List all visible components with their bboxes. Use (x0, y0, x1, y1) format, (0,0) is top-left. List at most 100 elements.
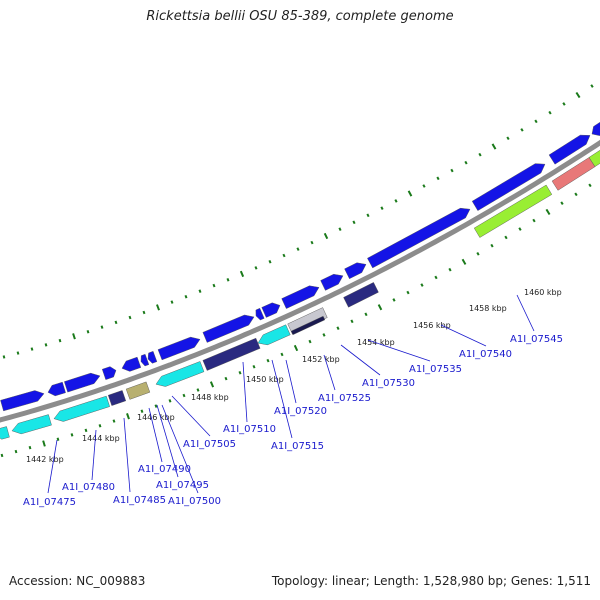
forward-cds-arrow (471, 163, 546, 211)
forward-cds-arrow (344, 262, 367, 279)
outer-tick (142, 310, 146, 315)
inner-tick (336, 326, 340, 330)
inner-tick (461, 258, 467, 265)
inner-tick (0, 453, 4, 458)
outer-tick (352, 220, 356, 225)
inner-tick (70, 433, 74, 437)
outer-tick (464, 160, 468, 165)
forward-cds-arrow (0, 390, 45, 412)
outer-tick (478, 152, 482, 157)
outer-tick (198, 289, 202, 293)
gene-locus-label[interactable]: A1I_07545 (510, 334, 563, 345)
gene-locus-label[interactable]: A1I_07515 (271, 441, 324, 452)
outer-tick (72, 333, 76, 340)
outer-tick (491, 143, 497, 150)
kbp-scale-label: 1458 kbp (469, 304, 507, 313)
forward-strand-track (0, 120, 600, 412)
inner-tick (42, 440, 46, 447)
gene-label-leader (323, 354, 336, 391)
inner-tick (14, 449, 18, 454)
outer-tick (44, 343, 48, 347)
gene-locus-label[interactable]: A1I_07500 (168, 496, 221, 507)
gene-label-leader (271, 359, 293, 439)
forward-cds-arrow (367, 207, 471, 269)
gene-locus-label[interactable]: A1I_07525 (318, 393, 371, 404)
inner-tick (350, 319, 354, 324)
outer-tick (170, 300, 174, 304)
kbp-scale-label: 1446 kbp (137, 413, 175, 422)
outer-tick (268, 259, 272, 264)
inner-tick (322, 333, 326, 337)
inner-tick (406, 290, 410, 295)
gene-label-leader (285, 359, 297, 404)
gene-locus-label[interactable]: A1I_07535 (409, 364, 462, 375)
forward-cds-arrow (64, 372, 101, 393)
reverse-strand-track (0, 148, 600, 440)
forward-cds-arrow (157, 336, 201, 361)
outer-tick (366, 213, 370, 218)
outer-tick (520, 128, 524, 132)
outer-tick (422, 184, 426, 188)
outer-tick (16, 351, 20, 355)
backbone-line (0, 139, 600, 423)
inner-tick (574, 192, 578, 197)
inner-tick (196, 388, 200, 392)
gene-locus-label[interactable]: A1I_07490 (138, 464, 191, 475)
gene-label-leader (148, 407, 163, 463)
gene-locus-label[interactable]: A1I_07530 (362, 378, 415, 389)
reverse-cds-box (155, 361, 205, 387)
forward-cds-arrow (548, 134, 591, 165)
outer-tick (58, 338, 62, 343)
kbp-scale-label: 1452 kbp (302, 355, 340, 364)
inner-tick (532, 218, 536, 223)
gene-label-leader (47, 439, 58, 494)
inner-tick (518, 227, 522, 231)
reverse-cds-box (257, 324, 291, 346)
inner-tick (238, 370, 242, 375)
reverse-cds-band (290, 315, 326, 336)
gene-label-leader (340, 344, 381, 376)
inner-tick (140, 409, 144, 413)
inner-tick (98, 424, 102, 428)
genome-summary-text: Topology: linear; Length: 1,528,980 bp; … (271, 574, 591, 588)
gene-locus-label[interactable]: A1I_07540 (459, 349, 512, 360)
forward-cds-arrow (261, 302, 281, 318)
inner-tick (377, 304, 383, 311)
accession-text: Accession: NC_009883 (9, 574, 146, 588)
outer-tick (254, 266, 258, 270)
inner-tick (588, 183, 592, 188)
inner-tick (209, 381, 215, 388)
gene-locus-label[interactable]: A1I_07520 (274, 406, 327, 417)
gene-locus-label[interactable]: A1I_07495 (156, 480, 209, 491)
reverse-cds-box (588, 148, 600, 167)
inner-tick (168, 399, 172, 403)
outer-tick (100, 325, 104, 329)
forward-cds-arrow (121, 356, 142, 372)
gene-labels: A1I_07475 A1I_07480 A1I_07485 A1I_07490 A1I_… (23, 294, 563, 508)
gene-label-leader (161, 404, 199, 494)
gene-locus-label[interactable]: A1I_07510 (223, 424, 276, 435)
inner-tick-row (0, 183, 592, 458)
gene-locus-label[interactable]: A1I_07475 (23, 497, 76, 508)
reverse-cds-box (473, 184, 553, 238)
inner-tick (182, 393, 186, 398)
page-title: Rickettsia bellii OSU 85-389, complete g… (146, 9, 454, 24)
inner-tick (490, 243, 494, 248)
kbp-scale-label: 1442 kbp (26, 455, 64, 464)
outer-tick (156, 304, 160, 311)
gene-locus-label[interactable]: A1I_07505 (183, 439, 236, 450)
gene-locus-label[interactable]: A1I_07485 (113, 495, 166, 506)
outer-tick (407, 190, 413, 197)
reverse-cds-box (125, 381, 151, 400)
inner-tick (293, 344, 299, 352)
reverse-cds-box (107, 390, 127, 406)
outer-tick (239, 270, 245, 278)
inner-tick (392, 298, 396, 302)
inner-tick (28, 445, 32, 450)
gene-locus-label[interactable]: A1I_07480 (62, 482, 115, 493)
inner-tick (364, 312, 368, 317)
reverse-cds-box (0, 426, 10, 440)
genome-backbone (0, 139, 600, 423)
